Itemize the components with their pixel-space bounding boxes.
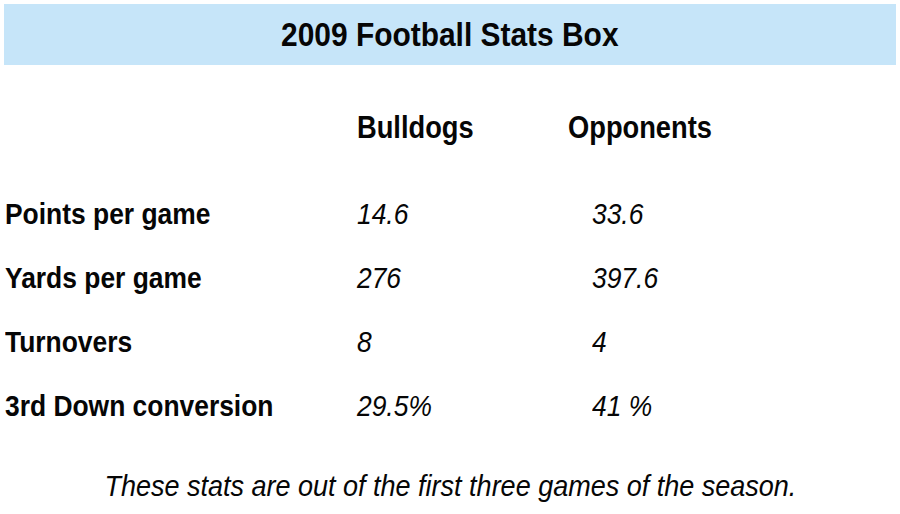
opponents-value-cell: 33.6 (568, 197, 900, 231)
bulldogs-value: 29.5% (357, 389, 432, 423)
opponents-value: 41 % (592, 389, 652, 423)
row-label-cell: 3rd Down conversion (5, 389, 357, 423)
bulldogs-value-cell: 29.5% (357, 389, 568, 423)
stats-table: Bulldogs Opponents Points per game 14.6 … (5, 96, 900, 438)
table-row-turnovers: Turnovers 8 4 (5, 310, 900, 374)
footnote: These stats are out of the first three g… (0, 460, 900, 512)
page-title: 2009 Football Stats Box (281, 15, 619, 54)
row-label: 3rd Down conversion (5, 389, 273, 423)
table-row-points-per-game: Points per game 14.6 33.6 (5, 182, 900, 246)
row-label: Yards per game (5, 261, 202, 295)
footnote-text: These stats are out of the first three g… (104, 469, 796, 503)
opponents-value: 4 (592, 325, 607, 359)
column-header-row: Bulldogs Opponents (5, 96, 900, 160)
table-row-yards-per-game: Yards per game 276 397.6 (5, 246, 900, 310)
row-label: Turnovers (5, 325, 132, 359)
bulldogs-value: 276 (357, 261, 401, 295)
column-header-cell-opponents: Opponents (568, 110, 900, 146)
opponents-value: 397.6 (592, 261, 658, 295)
column-header-opponents: Opponents (568, 110, 712, 146)
bulldogs-value-cell: 14.6 (357, 197, 568, 231)
row-label-cell: Yards per game (5, 261, 357, 295)
opponents-value-cell: 41 % (568, 389, 900, 423)
row-label-cell: Points per game (5, 197, 357, 231)
column-header-cell-bulldogs: Bulldogs (357, 110, 568, 146)
bulldogs-value-cell: 276 (357, 261, 568, 295)
opponents-value: 33.6 (592, 197, 643, 231)
opponents-value-cell: 397.6 (568, 261, 900, 295)
stats-box: 2009 Football Stats Box Bulldogs Opponen… (0, 0, 900, 514)
column-header-bulldogs: Bulldogs (357, 110, 474, 146)
bulldogs-value: 14.6 (357, 197, 408, 231)
bulldogs-value: 8 (357, 325, 372, 359)
row-label: Points per game (5, 197, 210, 231)
title-bar: 2009 Football Stats Box (4, 4, 896, 65)
opponents-value-cell: 4 (568, 325, 900, 359)
table-row-3rd-down-conversion: 3rd Down conversion 29.5% 41 % (5, 374, 900, 438)
row-label-cell: Turnovers (5, 325, 357, 359)
bulldogs-value-cell: 8 (357, 325, 568, 359)
